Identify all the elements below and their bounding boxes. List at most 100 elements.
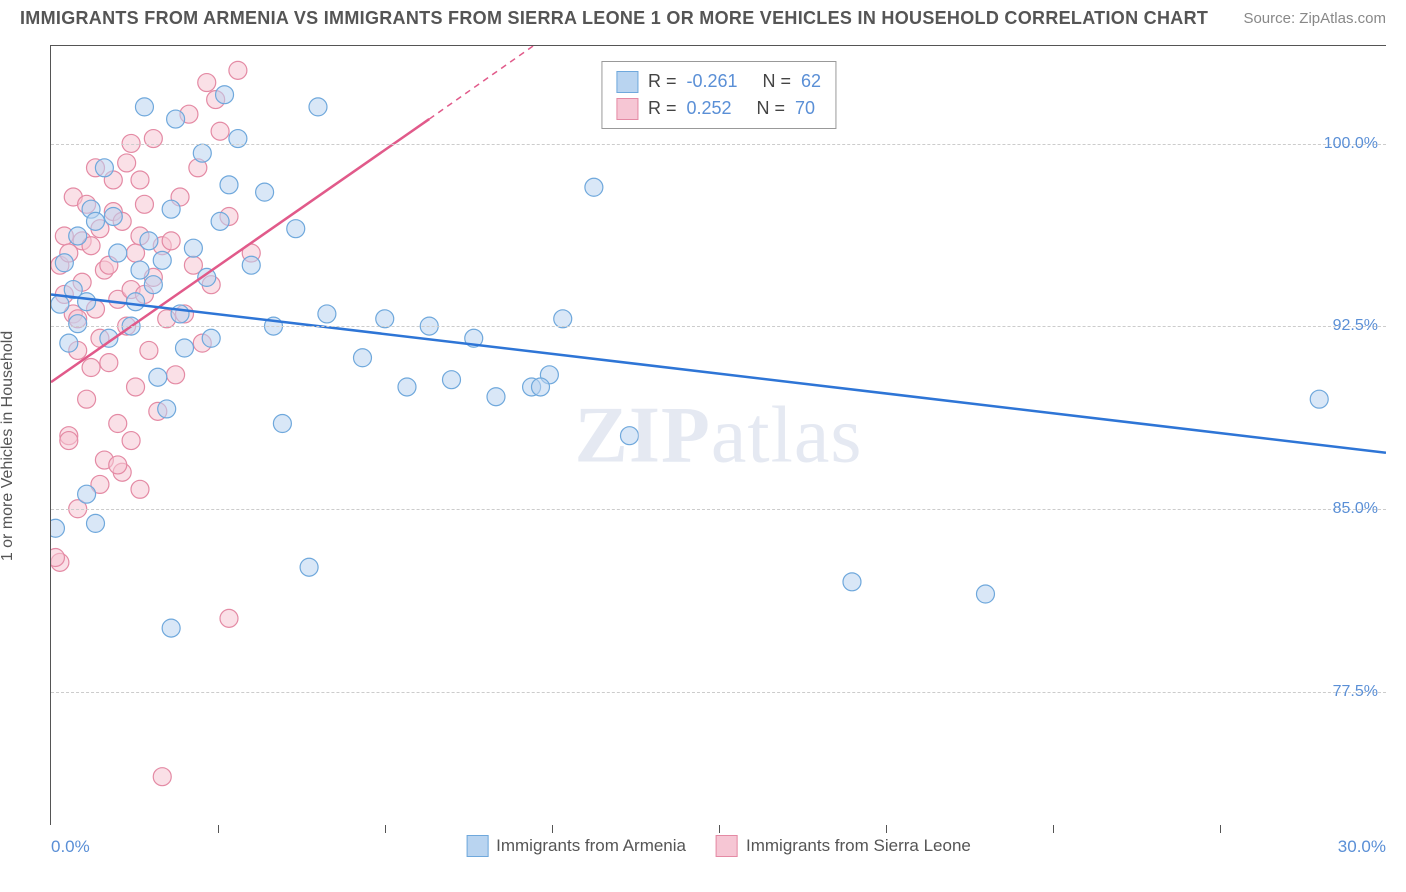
r-label: R =	[648, 68, 677, 95]
gridline	[51, 144, 1386, 145]
source-attribution: Source: ZipAtlas.com	[1243, 10, 1386, 27]
data-point-series2	[167, 366, 185, 384]
y-tick-label: 77.5%	[1333, 683, 1378, 701]
data-point-series1	[318, 305, 336, 323]
n-label: N =	[763, 68, 792, 95]
r-value-series1: -0.261	[686, 68, 737, 95]
data-point-series1	[78, 293, 96, 311]
data-point-series1	[149, 368, 167, 386]
data-point-series1	[256, 183, 274, 201]
data-point-series1	[167, 110, 185, 128]
data-point-series1	[554, 310, 572, 328]
data-point-series1	[55, 254, 73, 272]
trendline-series2-extrapolated	[429, 46, 585, 119]
data-point-series1	[144, 276, 162, 294]
data-point-series1	[69, 227, 87, 245]
data-point-series1	[442, 371, 460, 389]
stats-row-series2: R = 0.252 N = 70	[616, 95, 821, 122]
n-value-series1: 62	[801, 68, 821, 95]
data-point-series1	[51, 519, 64, 537]
data-point-series1	[127, 293, 145, 311]
data-point-series1	[216, 86, 234, 104]
y-tick-label: 92.5%	[1333, 317, 1378, 335]
data-point-series2	[153, 768, 171, 786]
data-point-series1	[843, 573, 861, 591]
data-point-series1	[135, 98, 153, 116]
series-legend: Immigrants from Armenia Immigrants from …	[466, 835, 971, 857]
data-point-series1	[585, 178, 603, 196]
chart-title: IMMIGRANTS FROM ARMENIA VS IMMIGRANTS FR…	[20, 8, 1208, 29]
data-point-series1	[78, 485, 96, 503]
data-point-series1	[176, 339, 194, 357]
data-point-series1	[140, 232, 158, 250]
data-point-series1	[171, 305, 189, 323]
data-point-series2	[100, 354, 118, 372]
n-label: N =	[757, 95, 786, 122]
data-point-series1	[51, 295, 69, 313]
swatch-pink	[616, 98, 638, 120]
data-point-series2	[135, 195, 153, 213]
data-point-series2	[122, 432, 140, 450]
n-value-series2: 70	[795, 95, 815, 122]
data-point-series1	[398, 378, 416, 396]
x-tick	[1220, 825, 1221, 833]
data-point-series2	[229, 61, 247, 79]
x-tick	[886, 825, 887, 833]
data-point-series1	[242, 256, 260, 274]
data-point-series1	[531, 378, 549, 396]
data-point-series2	[51, 548, 64, 566]
legend-swatch-blue	[466, 835, 488, 857]
legend-item-series1: Immigrants from Armenia	[466, 835, 686, 857]
data-point-series1	[104, 208, 122, 226]
data-point-series1	[158, 400, 176, 418]
data-point-series2	[131, 480, 149, 498]
data-point-series1	[162, 619, 180, 637]
data-point-series1	[211, 212, 229, 230]
data-point-series2	[82, 359, 100, 377]
y-tick-label: 85.0%	[1333, 500, 1378, 518]
data-point-series1	[202, 329, 220, 347]
chart-plot-area: ZIPatlas 77.5%85.0%92.5%100.0% R = -0.26…	[50, 45, 1386, 825]
x-tick	[218, 825, 219, 833]
data-point-series2	[118, 154, 136, 172]
data-point-series1	[87, 514, 105, 532]
data-point-series1	[273, 415, 291, 433]
legend-swatch-pink	[716, 835, 738, 857]
data-point-series2	[109, 415, 127, 433]
data-point-series1	[309, 98, 327, 116]
stats-row-series1: R = -0.261 N = 62	[616, 68, 821, 95]
x-axis-max-label: 30.0%	[1338, 837, 1386, 857]
r-label: R =	[648, 95, 677, 122]
legend-label-series2: Immigrants from Sierra Leone	[746, 836, 971, 856]
data-point-series1	[60, 334, 78, 352]
y-tick-label: 100.0%	[1324, 135, 1378, 153]
data-point-series1	[376, 310, 394, 328]
data-point-series2	[60, 432, 78, 450]
data-point-series1	[95, 159, 113, 177]
data-point-series2	[211, 122, 229, 140]
data-point-series2	[162, 232, 180, 250]
data-point-series2	[198, 74, 216, 92]
data-point-series2	[78, 390, 96, 408]
stats-legend-box: R = -0.261 N = 62 R = 0.252 N = 70	[601, 61, 836, 129]
data-point-series2	[144, 130, 162, 148]
legend-label-series1: Immigrants from Armenia	[496, 836, 686, 856]
data-point-series1	[976, 585, 994, 603]
gridline	[51, 326, 1386, 327]
data-point-series1	[109, 244, 127, 262]
data-point-series2	[109, 456, 127, 474]
data-point-series1	[184, 239, 202, 257]
data-point-series1	[487, 388, 505, 406]
data-point-series2	[131, 171, 149, 189]
data-point-series2	[220, 609, 238, 627]
gridline	[51, 692, 1386, 693]
y-axis-title: 1 or more Vehicles in Household	[0, 331, 17, 561]
data-point-series1	[300, 558, 318, 576]
x-axis-min-label: 0.0%	[51, 837, 90, 857]
x-tick	[719, 825, 720, 833]
data-point-series1	[353, 349, 371, 367]
data-point-series1	[620, 427, 638, 445]
swatch-blue	[616, 71, 638, 93]
data-point-series2	[127, 378, 145, 396]
r-value-series2: 0.252	[686, 95, 731, 122]
